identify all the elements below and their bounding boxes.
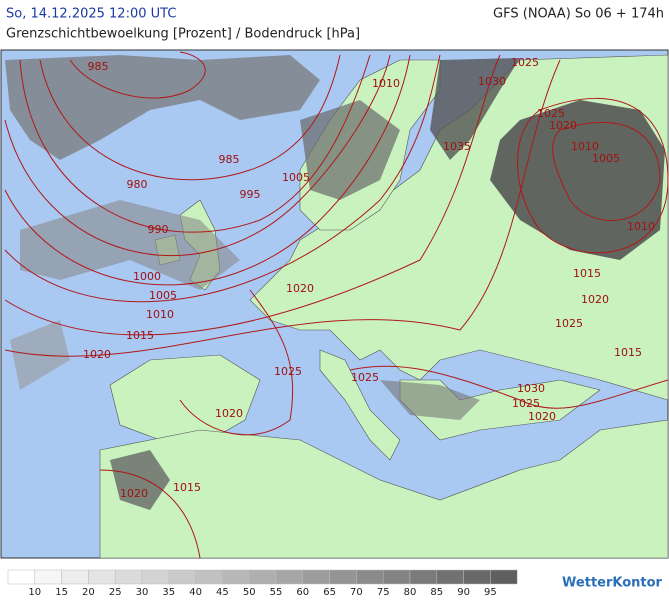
- legend-swatch: [409, 569, 438, 585]
- legend-swatch: [248, 569, 277, 585]
- isobar-label: 1000: [133, 270, 161, 283]
- isobar-label: 1020: [528, 410, 556, 423]
- legend-swatch: [436, 569, 464, 585]
- legend-label: 35: [162, 587, 175, 598]
- legend-swatch: [356, 569, 384, 585]
- isobar-label: 985: [88, 60, 109, 73]
- legend-swatch: [88, 569, 116, 585]
- isobar-label: 1030: [478, 75, 506, 88]
- isobar-label: 1020: [286, 282, 314, 295]
- legend-label: 50: [243, 587, 256, 598]
- isobar-label: 995: [240, 188, 261, 201]
- isobar-label: 1030: [517, 382, 545, 395]
- legend-swatch: [7, 569, 36, 585]
- legend-label: 60: [296, 587, 309, 598]
- legend-swatch: [168, 569, 196, 585]
- isobar-label: 1010: [146, 308, 174, 321]
- isobar-label: 1025: [537, 107, 565, 120]
- legend-swatch: [34, 569, 62, 585]
- isobar-label: 1025: [274, 365, 302, 378]
- isobar-label: 1015: [173, 481, 201, 494]
- isobar-label: 1025: [511, 56, 539, 69]
- legend-label: 10: [28, 587, 41, 598]
- legend-swatch: [382, 569, 411, 585]
- legend-label: 75: [377, 587, 390, 598]
- legend: 10 15 20 25 30 35 40 45 50 55 60 65 70 75 80 85 90 95: [7, 569, 518, 598]
- legend-label: 90: [457, 587, 470, 598]
- legend-label: 45: [216, 587, 229, 598]
- isobar-label: 1020: [581, 293, 609, 306]
- isobar-label: 1005: [149, 289, 177, 302]
- datetime: So, 14.12.2025 12:00 UTC: [6, 7, 176, 22]
- isobar-label: 1015: [573, 267, 601, 280]
- isobar-label: 1035: [443, 140, 471, 153]
- legend-swatch: [329, 569, 357, 585]
- isobar-label: 1010: [627, 220, 655, 233]
- isobars: [4, 51, 669, 559]
- legend-swatch: [302, 569, 330, 585]
- legend-swatch: [114, 569, 143, 585]
- isobar-label: 1020: [215, 407, 243, 420]
- isobar-label: 1005: [282, 171, 310, 184]
- legend-label: 65: [323, 587, 336, 598]
- isobar-label: 990: [148, 223, 169, 236]
- isobar-label: 980: [127, 178, 148, 191]
- map-area: 9859809859909951000100510101015102010051…: [0, 49, 669, 559]
- legend-label: 55: [270, 587, 283, 598]
- legend-swatch: [490, 569, 518, 585]
- isobar-label: 1025: [512, 397, 540, 410]
- legend-label: 95: [484, 587, 497, 598]
- legend-label: 40: [189, 587, 202, 598]
- legend-label: 20: [82, 587, 95, 598]
- model-run: GFS (NOAA) So 06 + 174h: [493, 7, 664, 22]
- isobar-label: 1005: [592, 152, 620, 165]
- isobar-label: 1025: [351, 371, 379, 384]
- legend-swatch: [463, 569, 491, 585]
- logo: WetterKontor: [562, 576, 663, 591]
- legend-label: 15: [55, 587, 68, 598]
- subtitle: Grenzschichtbewoelkung [Prozent] / Boden…: [6, 27, 360, 42]
- legend-label: 30: [136, 587, 149, 598]
- isobar-label: 1010: [571, 140, 599, 153]
- isobar-label: 1020: [549, 119, 577, 132]
- legend-label: 80: [404, 587, 417, 598]
- isobar-label: 985: [219, 153, 240, 166]
- legend-swatch: [195, 569, 223, 585]
- legend-label: 85: [430, 587, 443, 598]
- legend-swatch: [61, 569, 89, 585]
- isobar-label: 1020: [83, 348, 111, 361]
- isobar-label: 1015: [614, 346, 642, 359]
- isobar-label: 1010: [372, 77, 400, 90]
- legend-swatch: [275, 569, 304, 585]
- isobar-label: 1020: [120, 487, 148, 500]
- legend-swatch: [222, 569, 250, 585]
- isobar-labels: 9859809859909951000100510101015102010051…: [83, 56, 655, 500]
- legend-label: 70: [350, 587, 363, 598]
- legend-label: 25: [109, 587, 122, 598]
- legend-swatch: [141, 569, 170, 585]
- isobar-label: 1025: [555, 317, 583, 330]
- isobar-label: 1015: [126, 329, 154, 342]
